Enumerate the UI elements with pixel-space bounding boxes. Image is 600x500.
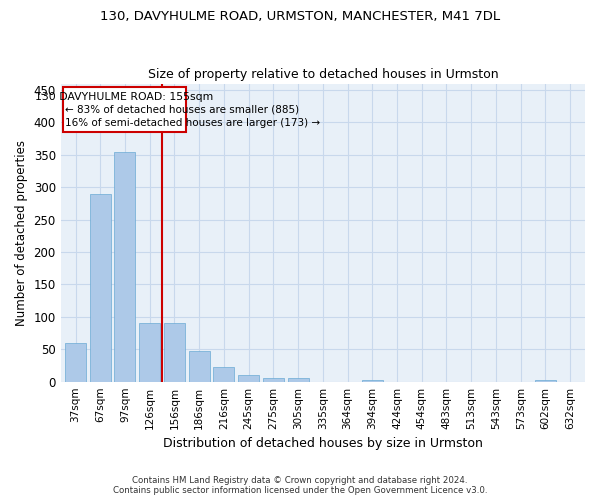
Text: 16% of semi-detached houses are larger (173) →: 16% of semi-detached houses are larger (… [65,118,320,128]
Text: Contains HM Land Registry data © Crown copyright and database right 2024.
Contai: Contains HM Land Registry data © Crown c… [113,476,487,495]
Bar [287,378,308,382]
Text: ← 83% of detached houses are smaller (885): ← 83% of detached houses are smaller (88… [65,105,299,115]
FancyBboxPatch shape [63,87,185,132]
Bar [263,378,284,382]
Bar [90,194,111,382]
Bar [115,152,136,382]
Bar [139,324,160,382]
Bar [238,375,259,382]
Bar [188,351,209,382]
Bar [65,343,86,382]
X-axis label: Distribution of detached houses by size in Urmston: Distribution of detached houses by size … [163,437,483,450]
Title: Size of property relative to detached houses in Urmston: Size of property relative to detached ho… [148,68,498,81]
Text: 130, DAVYHULME ROAD, URMSTON, MANCHESTER, M41 7DL: 130, DAVYHULME ROAD, URMSTON, MANCHESTER… [100,10,500,23]
Bar [164,324,185,382]
Bar [362,380,383,382]
Text: 130 DAVYHULME ROAD: 155sqm: 130 DAVYHULME ROAD: 155sqm [35,92,214,102]
Bar [535,380,556,382]
Y-axis label: Number of detached properties: Number of detached properties [15,140,28,326]
Bar [214,368,235,382]
